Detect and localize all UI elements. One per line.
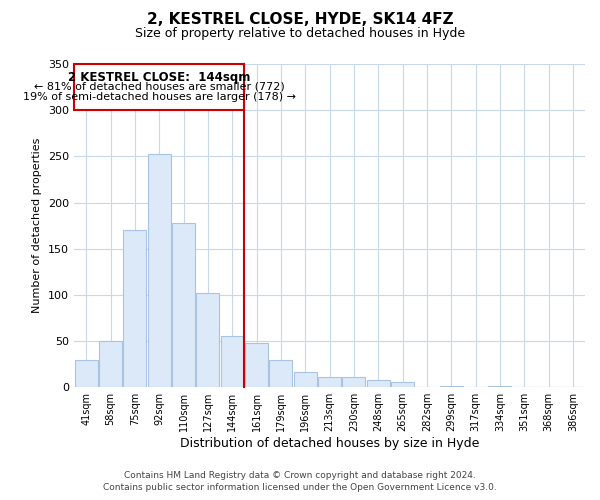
Bar	[74, 64, 244, 110]
Bar	[221, 336, 244, 387]
Text: 2 KESTREL CLOSE:  144sqm: 2 KESTREL CLOSE: 144sqm	[68, 72, 250, 85]
Y-axis label: Number of detached properties: Number of detached properties	[32, 138, 43, 314]
Bar	[293, 372, 317, 387]
Text: 19% of semi-detached houses are larger (178) →: 19% of semi-detached houses are larger (…	[23, 92, 296, 102]
Bar	[391, 382, 414, 387]
Bar	[488, 386, 511, 387]
Bar	[440, 386, 463, 387]
Bar	[318, 377, 341, 387]
Bar	[74, 360, 98, 387]
Text: Contains HM Land Registry data © Crown copyright and database right 2024.
Contai: Contains HM Land Registry data © Crown c…	[103, 471, 497, 492]
Bar	[148, 154, 171, 387]
Bar	[196, 293, 220, 387]
Bar	[269, 360, 292, 387]
Bar	[342, 377, 365, 387]
Bar	[245, 343, 268, 387]
Bar	[172, 223, 195, 387]
Text: ← 81% of detached houses are smaller (772): ← 81% of detached houses are smaller (77…	[34, 82, 284, 92]
X-axis label: Distribution of detached houses by size in Hyde: Distribution of detached houses by size …	[180, 437, 479, 450]
Text: Size of property relative to detached houses in Hyde: Size of property relative to detached ho…	[135, 28, 465, 40]
Bar	[99, 341, 122, 387]
Text: 2, KESTREL CLOSE, HYDE, SK14 4FZ: 2, KESTREL CLOSE, HYDE, SK14 4FZ	[146, 12, 454, 28]
Bar	[367, 380, 390, 387]
Bar	[123, 230, 146, 387]
